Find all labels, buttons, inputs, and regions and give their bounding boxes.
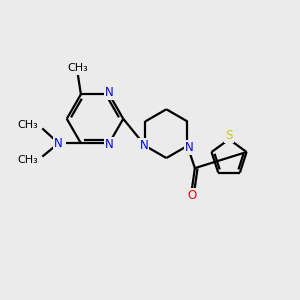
- Text: O: O: [187, 189, 196, 202]
- Text: N: N: [184, 141, 193, 154]
- Text: N: N: [105, 86, 114, 99]
- Text: CH₃: CH₃: [17, 120, 38, 130]
- Text: N: N: [105, 138, 114, 151]
- Text: CH₃: CH₃: [68, 64, 88, 74]
- Text: N: N: [140, 139, 148, 152]
- Text: N: N: [54, 137, 63, 150]
- Text: CH₃: CH₃: [17, 155, 38, 165]
- Text: S: S: [225, 129, 233, 142]
